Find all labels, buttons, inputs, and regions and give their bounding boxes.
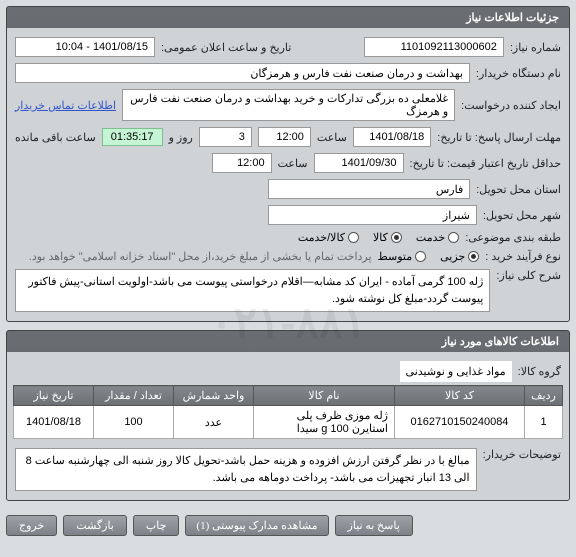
- radio-goods[interactable]: کالا: [373, 231, 402, 244]
- radio-both-dot: [348, 232, 359, 243]
- radio-mid-dot: [415, 251, 426, 262]
- attachments-button[interactable]: مشاهده مدارک پیوستی (1): [185, 515, 328, 536]
- label-summary: شرح کلی نیاز:: [496, 269, 561, 282]
- value-valid-date: 1401/09/30: [314, 153, 404, 173]
- radio-goods-dot: [391, 232, 402, 243]
- countdown-timer: 01:35:17: [102, 128, 163, 146]
- cell-name: ژله موزی ظرف پلی استایرن 100 g سیدا: [254, 406, 395, 439]
- label-province: استان محل تحویل:: [476, 183, 561, 196]
- pkg-cat-group: خدمت کالا کالا/خدمت: [298, 231, 459, 244]
- radio-low-label: جزیی: [440, 250, 465, 263]
- label-need-no: شماره نیاز:: [510, 41, 561, 54]
- label-buy-process: نوع فرآیند خرید :: [485, 250, 561, 263]
- radio-service-label: خدمت: [416, 231, 445, 244]
- col-code[interactable]: کد کالا: [395, 386, 525, 406]
- label-time-2: ساعت: [278, 157, 308, 170]
- radio-goods-label: کالا: [373, 231, 388, 244]
- label-creator: ایجاد کننده درخواست:: [461, 99, 561, 112]
- value-group: مواد غذایی و نوشیدنی: [400, 361, 512, 382]
- radio-both-label: کالا/خدمت: [298, 231, 345, 244]
- cell-code: 0162710150240084: [395, 406, 525, 439]
- value-valid-time: 12:00: [212, 153, 272, 173]
- label-valid-from: حداقل تاریخ اعتبار قیمت: تا تاریخ:: [410, 157, 561, 170]
- items-table: ردیف کد کالا نام کالا واحد شمارش تعداد /…: [13, 385, 563, 439]
- radio-mid-label: متوسط: [378, 250, 413, 263]
- back-button[interactable]: بازگشت: [63, 515, 127, 536]
- cell-unit: عدد: [174, 406, 254, 439]
- value-reply-time: 12:00: [258, 127, 311, 147]
- items-header-row: ردیف کد کالا نام کالا واحد شمارش تعداد /…: [14, 386, 563, 406]
- value-buyer-org: بهداشت و درمان صنعت نفت فارس و هرمزگان: [15, 63, 470, 83]
- process-group: جزیی متوسط: [378, 250, 480, 263]
- value-reply-date: 1401/08/18: [353, 127, 431, 147]
- radio-service[interactable]: خدمت: [416, 231, 459, 244]
- label-buyer-org: نام دستگاه خریدار:: [476, 67, 561, 80]
- col-qty[interactable]: تعداد / مقدار: [94, 386, 174, 406]
- items-header: اطلاعات کالاهای مورد نیاز: [7, 331, 569, 352]
- label-pkg-cat: طبقه بندی موضوعی:: [465, 231, 561, 244]
- cell-qty: 100: [94, 406, 174, 439]
- cell-row: 1: [525, 406, 563, 439]
- radio-service-dot: [448, 232, 459, 243]
- need-info-panel: جزئیات اطلاعات نیاز شماره نیاز: 11010921…: [6, 6, 570, 322]
- label-group: گروه کالا:: [518, 365, 561, 378]
- exit-button[interactable]: خروج: [6, 515, 57, 536]
- label-time-1: ساعت: [317, 131, 347, 144]
- cell-date: 1401/08/18: [14, 406, 94, 439]
- value-days-left: 3: [199, 127, 252, 147]
- need-info-header: جزئیات اطلاعات نیاز: [7, 7, 569, 28]
- label-buyer-notes: توضیحات خریدار:: [483, 448, 561, 461]
- process-note: پرداخت تمام یا بخشی از مبلغ خرید،از محل …: [29, 250, 372, 263]
- radio-low[interactable]: جزیی: [440, 250, 479, 263]
- col-name[interactable]: نام کالا: [254, 386, 395, 406]
- value-summary: ژله 100 گرمی آماده - ایران کد مشابه—اقلا…: [15, 269, 490, 312]
- value-province: فارس: [268, 179, 470, 199]
- label-reply-deadline: مهلت ارسال پاسخ: تا تاریخ:: [437, 131, 561, 144]
- button-bar: پاسخ به نیاز مشاهده مدارک پیوستی (1) چاپ…: [6, 509, 570, 536]
- items-panel: اطلاعات کالاهای مورد نیاز گروه کالا: موا…: [6, 330, 570, 501]
- label-days: روز و: [169, 131, 193, 144]
- col-unit[interactable]: واحد شمارش: [174, 386, 254, 406]
- radio-low-dot: [468, 251, 479, 262]
- print-button[interactable]: چاپ: [133, 515, 180, 536]
- table-row[interactable]: 1 0162710150240084 ژله موزی ظرف پلی استا…: [14, 406, 563, 439]
- value-buyer-notes: مبالغ با در نظر گرفتن ارزش افزوده و هزین…: [15, 448, 477, 491]
- value-need-no: 1101092113000602: [364, 37, 504, 57]
- label-city: شهر محل تحویل:: [483, 209, 561, 222]
- contact-link[interactable]: اطلاعات تماس خریدار: [15, 99, 116, 112]
- label-announce-dt: تاریخ و ساعت اعلان عمومی:: [161, 41, 291, 54]
- value-announce-dt: 1401/08/15 - 10:04: [15, 37, 155, 57]
- value-city: شیراز: [268, 205, 477, 225]
- respond-button[interactable]: پاسخ به نیاز: [335, 515, 413, 536]
- radio-mid[interactable]: متوسط: [378, 250, 427, 263]
- value-creator: غلامعلی ده بزرگی تدارکات و خرید بهداشت و…: [122, 89, 455, 121]
- label-remaining: ساعت باقی مانده: [15, 131, 96, 144]
- col-date[interactable]: تاریخ نیاز: [14, 386, 94, 406]
- col-row[interactable]: ردیف: [525, 386, 563, 406]
- radio-both[interactable]: کالا/خدمت: [298, 231, 359, 244]
